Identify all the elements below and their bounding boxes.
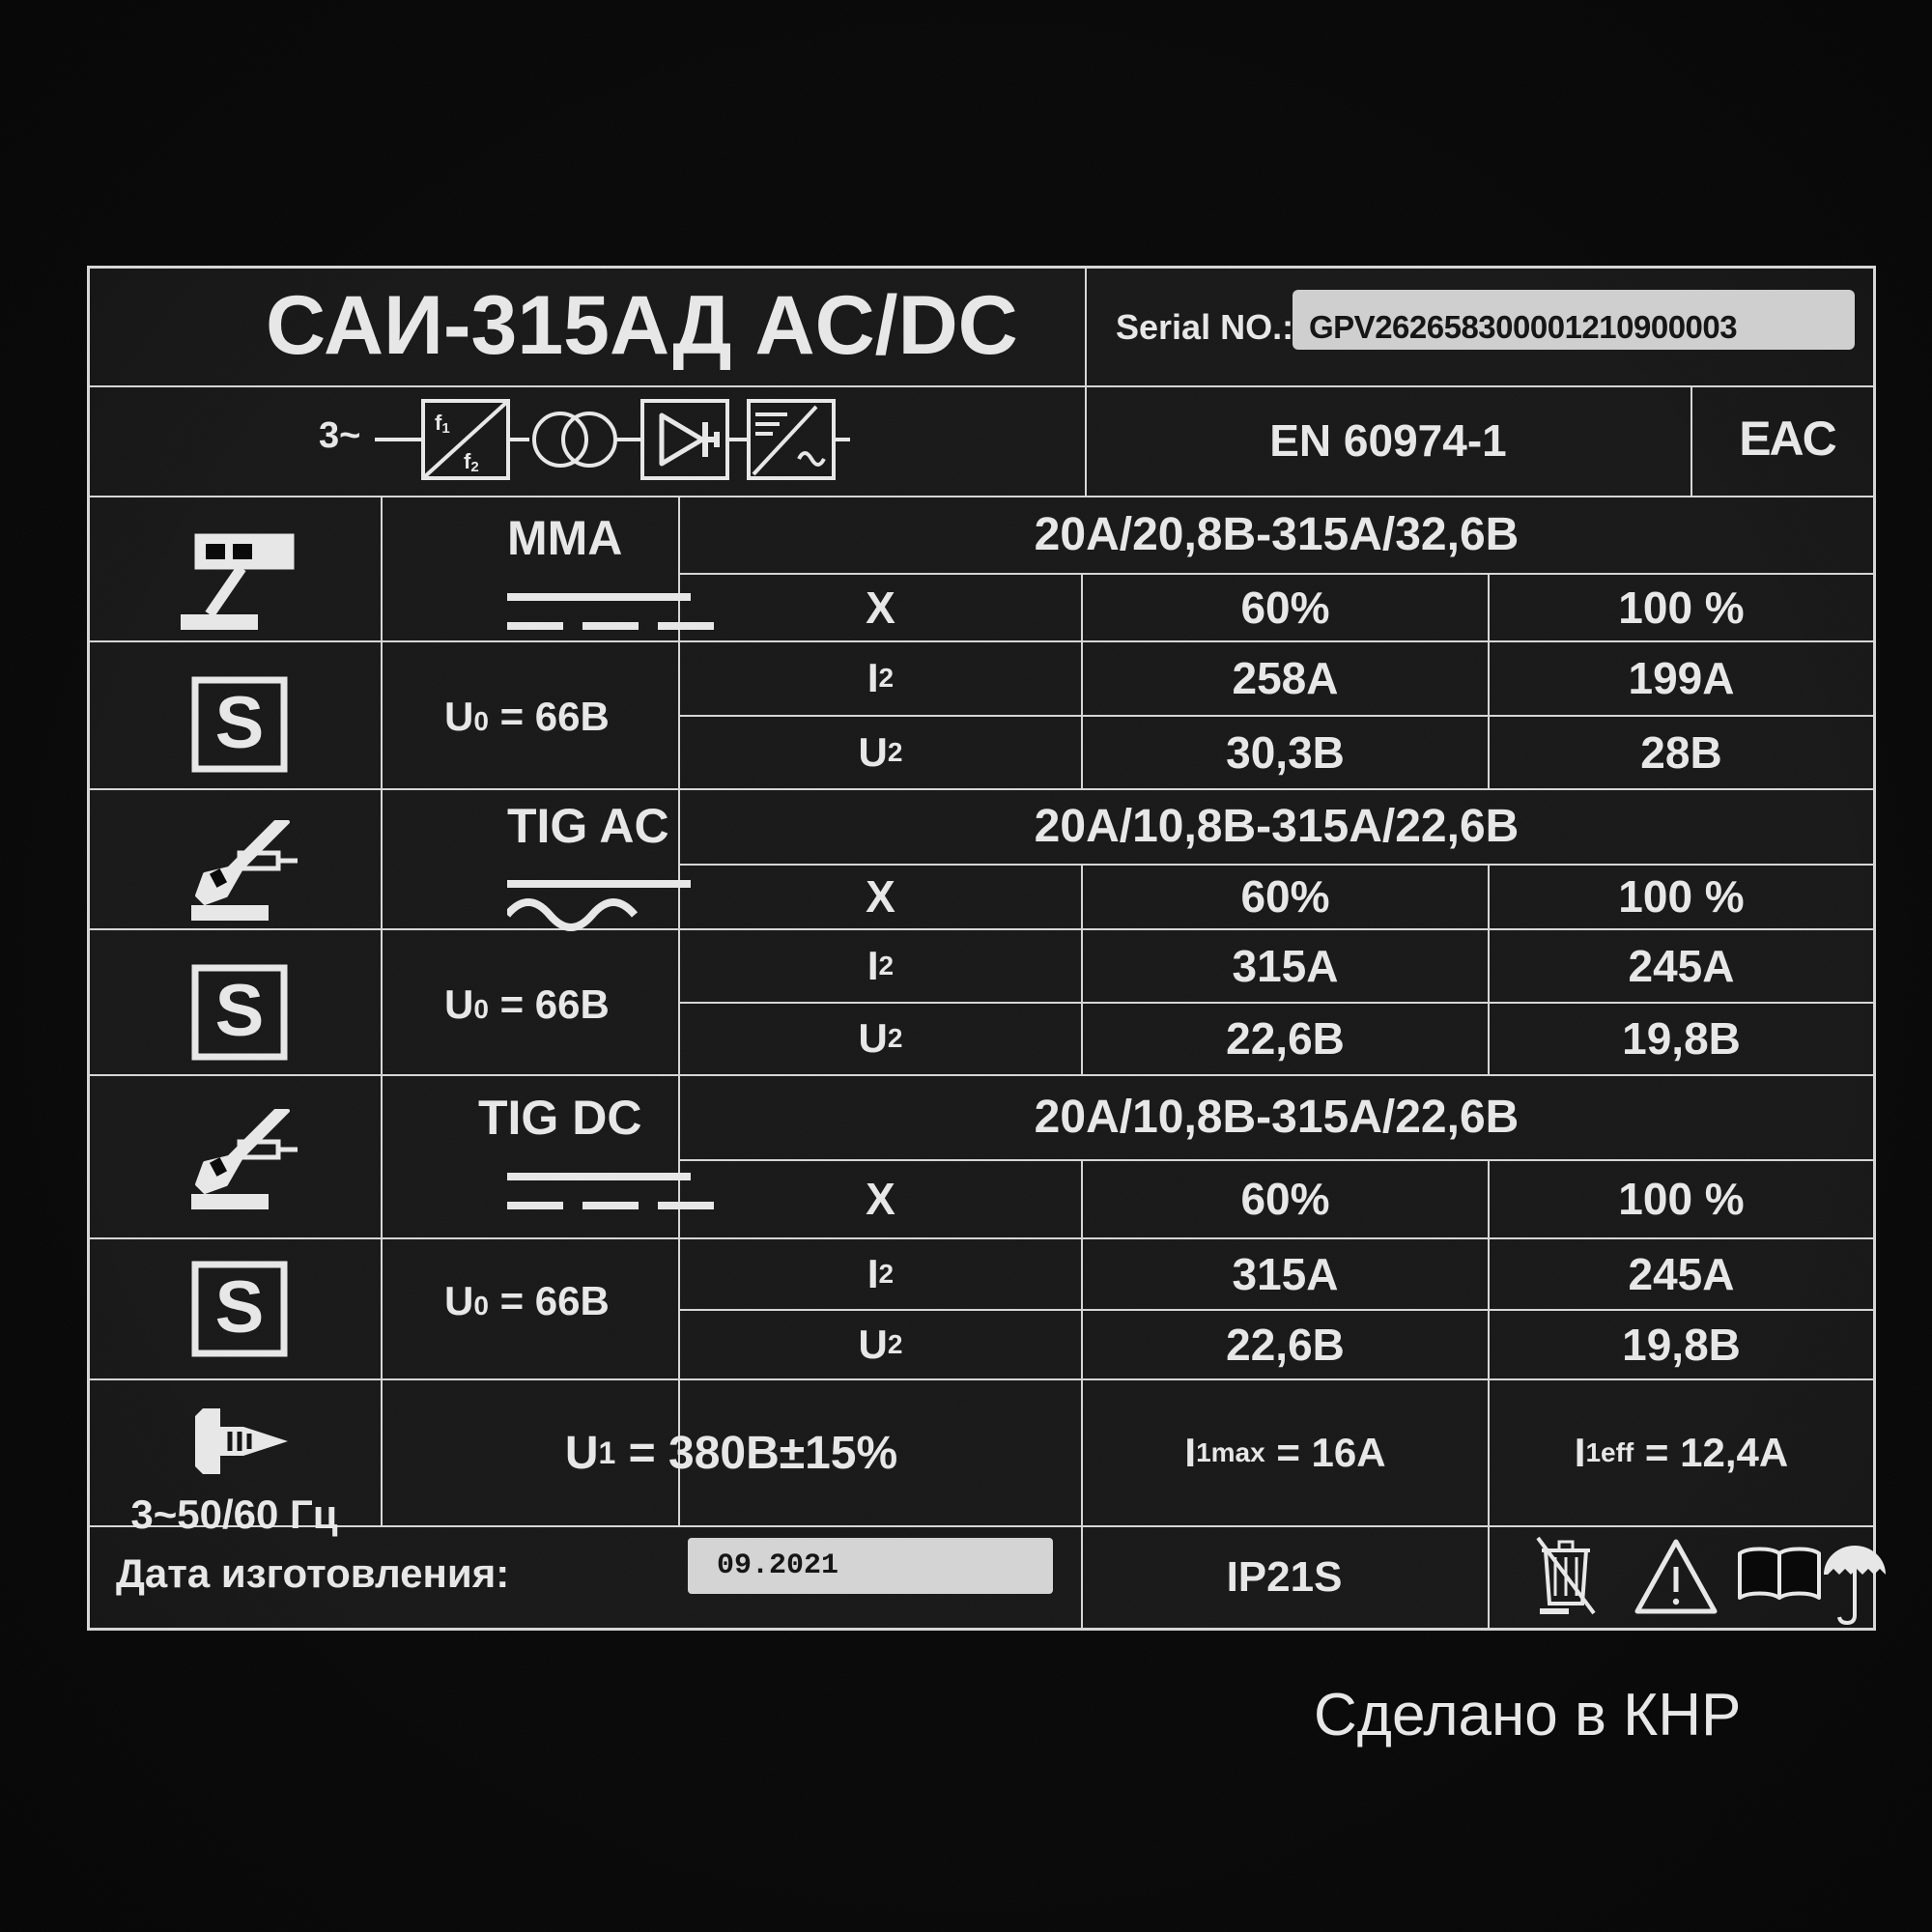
svg-text:f1: f1 xyxy=(435,411,450,437)
svg-text:S: S xyxy=(215,1266,265,1349)
svg-text:f2: f2 xyxy=(464,449,479,475)
svg-text:S: S xyxy=(215,970,265,1052)
svg-text:3~: 3~ xyxy=(319,415,360,456)
svg-text:EAC: EAC xyxy=(1739,412,1835,466)
svg-text:S: S xyxy=(215,682,265,764)
